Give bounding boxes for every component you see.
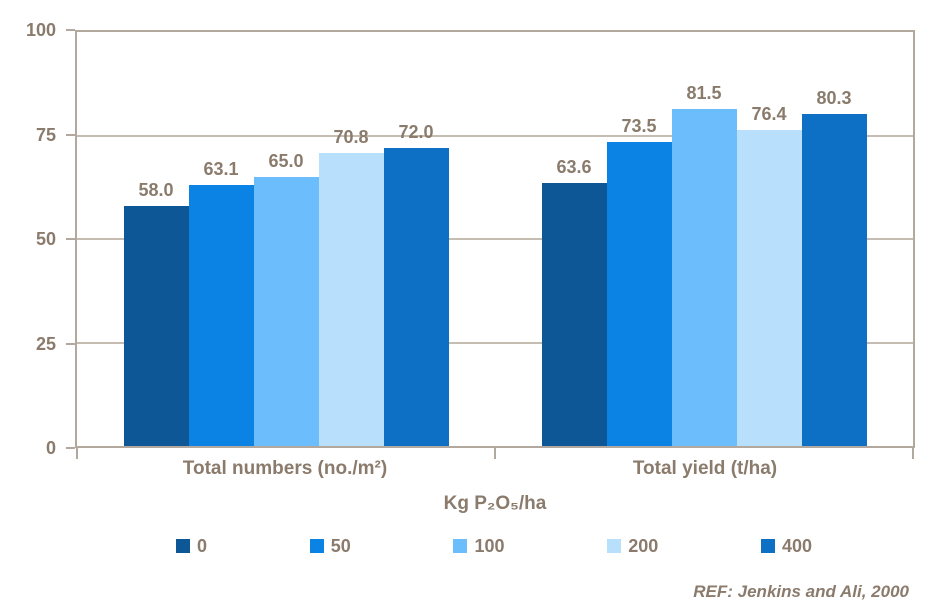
- bar-column-0: 63.6: [541, 32, 607, 446]
- bar-100: [253, 176, 319, 446]
- bar-0: [541, 182, 607, 446]
- bar-value-label: 81.5: [686, 82, 722, 103]
- legend-item-400: 400: [760, 536, 812, 556]
- legend-label: 400: [781, 536, 812, 556]
- y-tick-label: 50: [35, 229, 56, 249]
- legend-swatch-icon: [176, 539, 190, 553]
- x-tick-mark: [76, 448, 78, 459]
- gridline: [77, 134, 913, 137]
- bar-group: 58.0 63.1 65.0 70.8 72.0: [77, 32, 495, 446]
- bar-400: [383, 147, 449, 446]
- legend-swatch-icon: [607, 539, 622, 553]
- bar-column-50: 63.1: [188, 32, 254, 446]
- y-tick-label: 25: [35, 333, 56, 354]
- legend: 0 50 100 200 400: [176, 537, 812, 555]
- gridline: [77, 238, 913, 240]
- y-tick-mark: [66, 133, 75, 136]
- reference-text: REF: Jenkins and Ali, 2000: [693, 582, 909, 601]
- legend-label: 0: [197, 536, 208, 556]
- bar-column-50: 73.5: [606, 32, 672, 446]
- legend-swatch-icon: [760, 539, 775, 553]
- legend-swatch-icon: [309, 539, 324, 553]
- legend-swatch-icon: [453, 539, 468, 553]
- bar-column-100: 65.0: [253, 32, 319, 446]
- bar-column-200: 70.8: [318, 32, 384, 446]
- bar-200: [736, 129, 802, 446]
- x-axis-category-labels: Total numbers (no./m²) Total yield (t/ha): [75, 458, 915, 480]
- bar-value-label: 65.0: [268, 150, 304, 171]
- y-tick-label: 0: [45, 438, 56, 458]
- bar-value-label: 63.6: [556, 156, 592, 177]
- y-tick-mark: [66, 29, 75, 31]
- y-tick-mark: [66, 238, 75, 240]
- category-label: Total yield (t/ha): [632, 458, 778, 479]
- x-tick-mark: [494, 448, 496, 459]
- y-tick-mark: [66, 447, 75, 449]
- bar-0: [123, 205, 189, 446]
- y-tick-label: 75: [35, 124, 56, 145]
- bar-200: [318, 152, 384, 446]
- bar-column-400: 80.3: [801, 32, 867, 446]
- bar-value-label: 70.8: [333, 126, 369, 147]
- bar-column-200: 76.4: [736, 32, 802, 446]
- bar-value-label: 63.1: [203, 158, 239, 179]
- legend-label: 200: [628, 536, 659, 556]
- bar-value-label: 80.3: [816, 87, 852, 108]
- legend-item-0: 0: [176, 537, 207, 555]
- legend-item-50: 50: [309, 536, 351, 556]
- bar-50: [188, 184, 254, 446]
- category-label: Total numbers (no./m²): [182, 458, 388, 479]
- bar-column-400: 72.0: [383, 32, 449, 446]
- plot-area: 58.0 63.1 65.0 70.8 72.0 63.6 73.5 81.5 76.4 80.3: [75, 30, 915, 459]
- legend-item-100: 100: [453, 536, 505, 556]
- bar-value-label: 76.4: [751, 103, 787, 124]
- bar-group: 63.6 73.5 81.5 76.4 80.3: [495, 32, 913, 446]
- bar-value-label: 73.5: [621, 115, 657, 136]
- bar-column-100: 81.5: [671, 32, 737, 446]
- gridline: [77, 341, 913, 344]
- legend-label: 100: [474, 536, 505, 556]
- x-tick-mark: [912, 448, 914, 459]
- legend-label: 50: [330, 536, 351, 556]
- bar-value-label: 58.0: [138, 179, 174, 200]
- bar-400: [801, 113, 867, 446]
- y-tick-label: 100: [25, 20, 56, 40]
- bar-value-label: 72.0: [398, 121, 434, 142]
- x-axis-title: Kg P₂O₅/ha: [443, 493, 547, 514]
- legend-item-200: 200: [607, 537, 658, 555]
- bar-column-0: 58.0: [123, 32, 189, 446]
- y-tick-mark: [66, 342, 75, 345]
- y-axis: 0 25 50 75 100: [0, 21, 75, 457]
- bar-100: [671, 108, 737, 446]
- bar-50: [606, 141, 672, 446]
